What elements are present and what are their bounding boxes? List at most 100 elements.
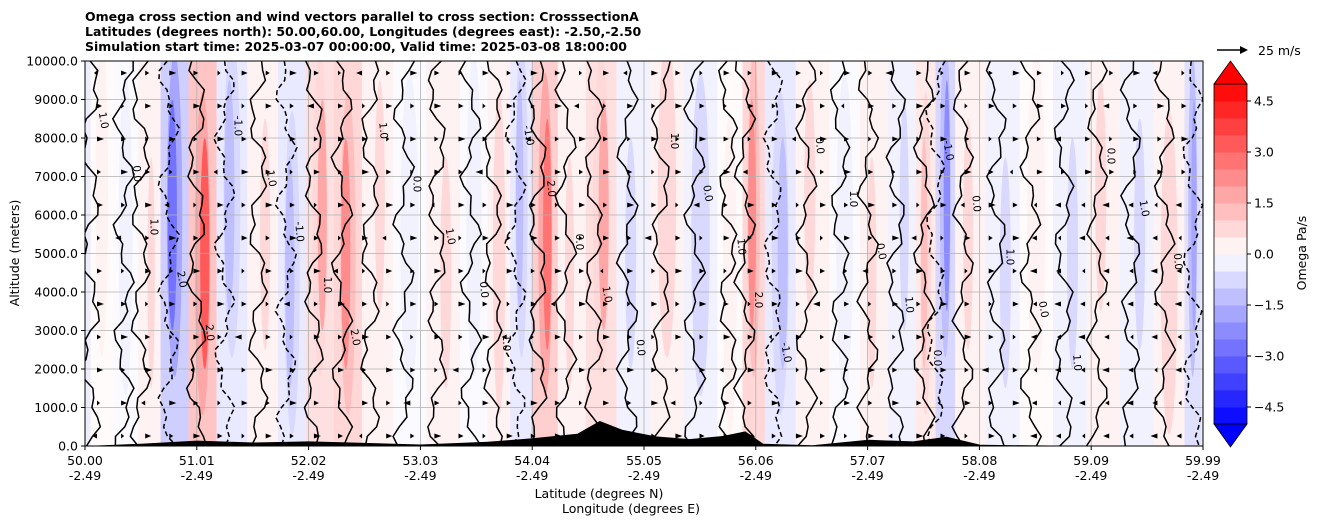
wind-vector <box>1009 169 1013 175</box>
omega-contour <box>1085 61 1109 446</box>
y-tick-label: 4000.0 <box>34 285 78 300</box>
wind-vector <box>916 301 921 307</box>
wind-vector <box>506 433 513 439</box>
wind-vector <box>554 169 561 175</box>
wind-vector <box>1130 334 1134 340</box>
wind-vector <box>940 235 944 241</box>
wind-vector <box>193 433 201 439</box>
wind-vector <box>1152 400 1158 406</box>
wind-vector <box>675 367 679 373</box>
wind-vector <box>524 136 531 142</box>
wind-vector <box>169 301 176 307</box>
wind-vector <box>458 301 466 307</box>
omega-field <box>90 61 1201 446</box>
y-tick-label: 5000.0 <box>34 246 78 261</box>
wind-vector <box>627 136 631 142</box>
wind-vector <box>627 400 632 406</box>
x-axis: 50.00-2.4951.01-2.4952.02-2.4953.03-2.49… <box>67 446 1221 483</box>
wind-vector <box>1127 301 1134 307</box>
wind-vector <box>241 169 249 175</box>
wind-vector <box>892 169 896 175</box>
wind-vector <box>193 235 199 241</box>
wind-vector <box>1181 103 1187 109</box>
colorbar-level <box>1214 322 1247 340</box>
contour-label: -1.0 <box>1200 305 1212 326</box>
wind-vector <box>458 202 465 208</box>
wind-vector <box>434 301 439 307</box>
wind-vector <box>699 169 704 175</box>
wind-vector <box>265 235 270 241</box>
wind-vector <box>675 136 680 142</box>
wind-vector <box>964 103 968 109</box>
wind-vector <box>675 169 682 175</box>
wind-vector <box>193 136 198 142</box>
wind-vector <box>338 367 344 373</box>
wind-vector <box>506 400 511 406</box>
wind-vector <box>795 433 803 439</box>
wind-vector <box>121 169 129 175</box>
wind-vector <box>338 433 343 439</box>
wind-vector <box>121 268 125 274</box>
wind-vector <box>844 400 851 406</box>
wind-vector <box>506 235 511 241</box>
wind-vector <box>362 334 370 340</box>
wind-vector <box>1085 136 1091 142</box>
wind-vector <box>338 136 345 142</box>
wind-vector <box>121 202 126 208</box>
wind-vector <box>651 103 656 109</box>
wind-vector <box>742 169 748 175</box>
wind-vector <box>916 367 920 373</box>
wind-vector <box>386 334 392 340</box>
wind-vector <box>670 400 676 406</box>
wind-vector <box>1151 334 1158 340</box>
wind-vector <box>1012 103 1017 109</box>
wind-vector <box>1012 268 1017 274</box>
wind-vector <box>475 169 483 175</box>
wind-vector <box>841 103 845 109</box>
wind-vector <box>813 301 820 307</box>
wind-vector <box>121 400 128 406</box>
colorbar-level <box>1214 254 1247 272</box>
wind-vector <box>554 70 560 76</box>
x-tick-label-lon: -2.49 <box>628 468 660 483</box>
wind-vector <box>916 400 922 406</box>
omega-core <box>664 80 676 312</box>
wind-vector <box>1078 334 1086 340</box>
wind-vector <box>579 367 585 373</box>
colorbar-extend-max <box>1213 60 1248 85</box>
wind-vector <box>193 400 199 406</box>
wind-vector <box>241 70 248 76</box>
colorbar-tick-label: −1.5 <box>1254 298 1284 313</box>
x-tick-label-lon: -2.49 <box>69 468 101 483</box>
omega-contour <box>795 61 819 446</box>
wind-vector <box>1079 235 1086 241</box>
wind-vector <box>289 136 296 142</box>
wind-vector <box>699 268 705 274</box>
wind-vector <box>699 70 703 76</box>
wind-vector <box>1033 202 1037 208</box>
wind-vector <box>386 301 390 307</box>
contour-label: 1.0 <box>1070 354 1083 372</box>
y-tick-label: 3000.0 <box>34 323 78 338</box>
wind-vector <box>699 103 705 109</box>
wind-vector <box>844 334 852 340</box>
wind-vector <box>675 334 682 340</box>
wind-vector <box>768 334 772 340</box>
wind-vector <box>530 103 535 109</box>
wind-vector <box>434 169 441 175</box>
wind-vector <box>747 103 754 109</box>
contour-label: 0.0 <box>1036 300 1051 319</box>
wind-vector <box>164 202 170 208</box>
omega-contour <box>1019 61 1043 446</box>
wind-vector <box>964 268 968 274</box>
contour-label: 1.0 <box>668 133 680 150</box>
wind-vector <box>1157 136 1162 142</box>
wind-vector <box>1128 202 1134 208</box>
wind-vector <box>338 70 341 76</box>
wind-vector <box>193 103 201 109</box>
wind-vector <box>988 301 992 307</box>
contour-label: 0.0 <box>1171 253 1184 271</box>
omega-contour <box>762 61 784 446</box>
wind-vector <box>530 268 535 274</box>
